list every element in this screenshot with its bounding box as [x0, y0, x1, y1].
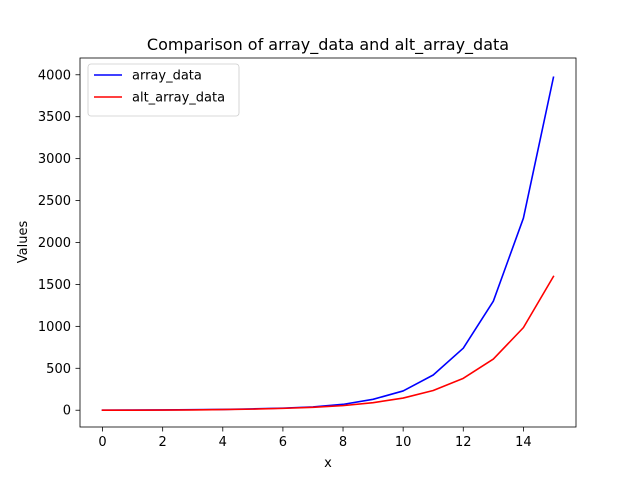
legend-box: [87, 63, 240, 117]
series-lines: [101, 76, 555, 412]
series-line-array-data: [101, 76, 555, 411]
legend: array_data alt_array_data: [87, 63, 240, 117]
axes: 0 2 4 6 8 10 12 14 0 500 1000 1500 2000 2500 3000 3500 4…: [38, 57, 577, 450]
series-line-alt-array-data: [101, 275, 555, 412]
x-axis-label: x: [324, 456, 332, 471]
x-tick-label: 0: [98, 435, 106, 450]
x-tick-label: 6: [279, 435, 287, 450]
legend-label: alt_array_data: [132, 91, 225, 106]
x-tick-label: 12: [455, 435, 472, 450]
y-tick-label: 3500: [38, 110, 71, 125]
x-tick-label: 2: [159, 435, 167, 450]
y-axis-label: Values: [16, 221, 31, 264]
y-tick-label: 3000: [38, 152, 71, 167]
y-tick-label: 1000: [38, 320, 71, 335]
y-tick-label: 2000: [38, 236, 71, 251]
x-tick-label: 10: [395, 435, 412, 450]
y-tick-label: 500: [46, 362, 71, 377]
chart-title: Comparison of array_data and alt_array_d…: [147, 35, 509, 55]
y-tick-label: 2500: [38, 194, 71, 209]
y-tick-label: 1500: [38, 278, 71, 293]
x-tick-label: 4: [219, 435, 227, 450]
x-tick-label: 8: [339, 435, 347, 450]
y-tick-label: 0: [63, 404, 71, 419]
y-tick-label: 4000: [38, 68, 71, 83]
legend-label: array_data: [132, 69, 202, 84]
x-tick-label: 14: [515, 435, 532, 450]
